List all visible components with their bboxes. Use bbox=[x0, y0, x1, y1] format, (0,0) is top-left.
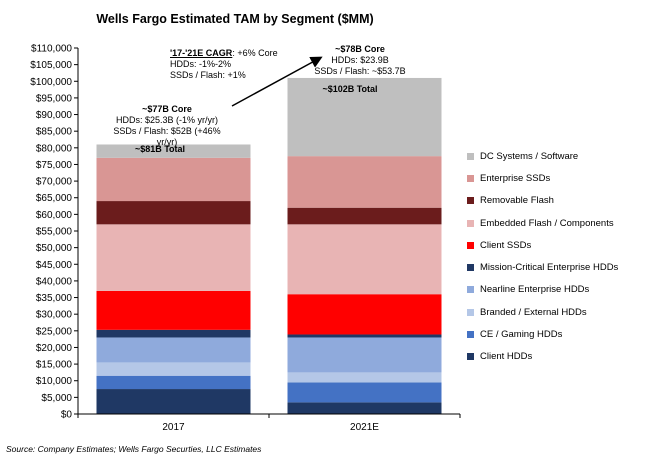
bar-segment-client-hdds-2017 bbox=[96, 389, 251, 414]
bar-segment-enterprise-ssds-2017 bbox=[96, 157, 251, 202]
bar-segment-client-ssds-2021e bbox=[287, 294, 442, 335]
legend-label: CE / Gaming HDDs bbox=[480, 329, 563, 341]
cagr-ssd: SSDs / Flash: +1% bbox=[170, 70, 246, 80]
bar-segment-embedded-flash-components-2017 bbox=[96, 224, 251, 291]
legend-label: Enterprise SSDs bbox=[480, 172, 551, 184]
bar-segment-nearline-enterprise-hdds-2017 bbox=[96, 337, 251, 363]
y-tick-label: $40,000 bbox=[36, 276, 73, 287]
bar-segment-branded-external-hdds-2021e bbox=[287, 372, 442, 383]
y-tick-label: $85,000 bbox=[36, 127, 73, 138]
y-tick-label: $35,000 bbox=[36, 293, 73, 304]
bar-segment-client-hdds-2021e bbox=[287, 402, 442, 414]
legend-label: Branded / External HDDs bbox=[480, 306, 587, 318]
y-tick-label: $65,000 bbox=[36, 193, 73, 204]
y-tick-label: $10,000 bbox=[36, 376, 73, 387]
bars bbox=[96, 77, 442, 414]
bar-segment-mission-critical-enterprise-hdds-2017 bbox=[96, 329, 251, 338]
legend-item: Embedded Flash / Components bbox=[467, 212, 618, 234]
y-tick-label: $110,000 bbox=[31, 44, 72, 55]
legend-swatch bbox=[467, 353, 474, 361]
y-tick-label: $5,000 bbox=[41, 393, 72, 404]
cagr-arrow bbox=[231, 56, 323, 107]
y-tick-label: $60,000 bbox=[36, 210, 73, 221]
y-tick-label: $105,000 bbox=[30, 60, 72, 71]
bar-segment-ce-gaming-hdds-2017 bbox=[96, 375, 251, 390]
legend-item: Branded / External HDDs bbox=[467, 301, 618, 323]
legend-item: Enterprise SSDs bbox=[467, 167, 618, 189]
legend-item: CE / Gaming HDDs bbox=[467, 323, 618, 345]
cagr-annotation: '17-'21E CAGR: +6% Core HDDs: -1%-2% SSD… bbox=[170, 48, 278, 81]
y-tick-label: $45,000 bbox=[36, 260, 73, 271]
legend-item: Client HDDs bbox=[467, 346, 618, 368]
bar-segment-enterprise-ssds-2021e bbox=[287, 156, 442, 208]
legend-label: Embedded Flash / Components bbox=[480, 217, 614, 229]
source-note: Source: Company Estimates; Wells Fargo S… bbox=[6, 444, 262, 454]
bar-segment-removable-flash-2021e bbox=[287, 207, 442, 225]
bar-segment-embedded-flash-components-2021e bbox=[287, 224, 442, 295]
legend-item: Mission-Critical Enterprise HDDs bbox=[467, 256, 618, 278]
x-axis: 2017 2021E bbox=[77, 413, 461, 433]
y-axis: $0 $5,000 $10,000 $15,000 $20,000 $25,000 $30,… bbox=[30, 44, 79, 421]
y-tick-label: $0 bbox=[61, 410, 73, 421]
total-label-2021: ~$102B Total bbox=[322, 84, 378, 94]
y-tick-label: $25,000 bbox=[36, 326, 73, 337]
y-tick-label: $75,000 bbox=[36, 160, 73, 171]
y-tick-label: $30,000 bbox=[36, 310, 73, 321]
y-tick-label: $50,000 bbox=[36, 243, 73, 254]
cagr-core: : +6% Core bbox=[232, 48, 278, 58]
core-2017: ~$77B Core bbox=[142, 104, 192, 114]
bar-segment-mission-critical-enterprise-hdds-2021e bbox=[287, 334, 442, 338]
legend-swatch bbox=[467, 219, 474, 227]
legend-swatch bbox=[467, 286, 474, 294]
bar-segment-removable-flash-2017 bbox=[96, 201, 251, 225]
legend-item: Nearline Enterprise HDDs bbox=[467, 279, 618, 301]
legend: DC Systems / Software Enterprise SSDs Remo… bbox=[467, 145, 618, 368]
ssd-2017: SSDs / Flash: $52B (+46% yr/yr) bbox=[113, 126, 221, 147]
legend-label: Client HDDs bbox=[480, 351, 533, 363]
cagr-hdd: HDDs: -1%-2% bbox=[170, 59, 232, 69]
y-tick-label: $90,000 bbox=[36, 110, 73, 121]
legend-swatch bbox=[467, 174, 474, 182]
legend-swatch bbox=[467, 264, 474, 272]
y-tick-label: $95,000 bbox=[36, 93, 73, 104]
total-label-2017: ~$81B Total bbox=[134, 144, 186, 154]
y-tick-label: $20,000 bbox=[36, 343, 73, 354]
chart-title: Wells Fargo Estimated TAM by Segment ($M… bbox=[96, 12, 374, 26]
bar-segment-dc-systems-software-2021e bbox=[287, 77, 442, 157]
ssd-2021: SSDs / Flash: ~$53.7B bbox=[314, 66, 406, 76]
bar-segment-ce-gaming-hdds-2021e bbox=[287, 382, 442, 403]
legend-item: Removable Flash bbox=[467, 190, 618, 212]
legend-swatch bbox=[467, 241, 474, 249]
legend-swatch bbox=[467, 152, 474, 160]
hdd-2021: HDDs: $23.9B bbox=[331, 55, 389, 65]
legend-label: DC Systems / Software bbox=[480, 150, 579, 162]
annotation-2021: ~$78B Core HDDs: $23.9B SSDs / Flash: ~$… bbox=[305, 44, 415, 77]
core-2021: ~$78B Core bbox=[335, 44, 385, 54]
y-tick-label: $70,000 bbox=[36, 177, 73, 188]
legend-label: Mission-Critical Enterprise HDDs bbox=[480, 262, 619, 274]
x-tick-label: 2021E bbox=[350, 422, 379, 433]
y-tick-label: $100,000 bbox=[30, 77, 72, 88]
legend-item: Client SSDs bbox=[467, 234, 618, 256]
cagr-heading: '17-'21E CAGR bbox=[170, 48, 233, 58]
bar-segment-nearline-enterprise-hdds-2021e bbox=[287, 337, 442, 373]
legend-item: DC Systems / Software bbox=[467, 145, 618, 167]
bar-segment-branded-external-hdds-2017 bbox=[96, 362, 251, 376]
hdd-2017: HDDs: $25.3B (-1% yr/yr) bbox=[115, 115, 219, 125]
y-tick-label: $55,000 bbox=[36, 227, 73, 238]
legend-label: Client SSDs bbox=[480, 239, 532, 251]
y-tick-label: $15,000 bbox=[36, 360, 73, 371]
bar-segment-client-ssds-2017 bbox=[96, 290, 251, 330]
x-tick-label: 2017 bbox=[162, 422, 185, 433]
legend-label: Nearline Enterprise HDDs bbox=[480, 284, 590, 296]
legend-swatch bbox=[467, 197, 474, 205]
legend-label: Removable Flash bbox=[480, 195, 554, 207]
legend-swatch bbox=[467, 308, 474, 316]
legend-swatch bbox=[467, 331, 474, 339]
bar-segment-dc-systems-software-2017 bbox=[96, 144, 251, 158]
annotation-2017: ~$77B Core HDDs: $25.3B (-1% yr/yr) SSDs… bbox=[102, 104, 232, 148]
y-tick-label: $80,000 bbox=[36, 143, 73, 154]
